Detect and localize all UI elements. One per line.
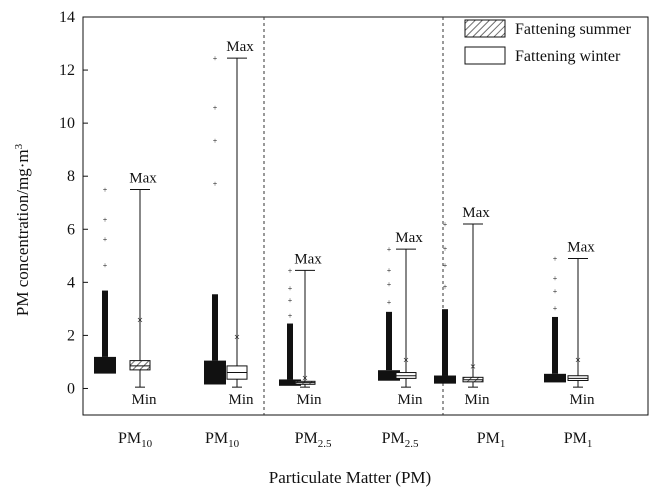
data-cloud [204,360,226,385]
y-tick-label: 0 [67,380,75,397]
outlier-mark: + [443,220,448,229]
box-group: + + + + × Max Min PM2.5 [279,251,332,450]
y-tick-label: 4 [67,274,75,291]
max-label: Max [462,205,490,221]
outlier-mark: + [288,266,293,275]
data-cloud [434,375,456,384]
data-cloud [279,379,301,386]
data-cloud-tail [386,311,392,371]
min-label: Min [397,392,423,408]
max-label: Max [226,39,254,55]
max-label: Max [395,230,423,246]
plot-frame [82,16,649,416]
mean-marker: × [302,372,308,384]
outlier-mark: + [387,245,392,254]
outlier-mark: + [103,235,108,244]
y-tick-label: 2 [67,327,75,344]
mean-marker: × [403,354,409,366]
box-group: + + + + × Max Min PM1 [434,205,505,450]
legend-label: Fattening winter [515,48,621,65]
x-tick-label: PM1 [477,430,506,450]
data-cloud [378,370,400,381]
outlier-mark: + [387,266,392,275]
min-label: Min [464,392,490,408]
outlier-mark: + [288,284,293,293]
min-label: Min [228,392,254,408]
data-cloud-tail [287,323,293,380]
y-tick-label: 8 [67,168,75,185]
outlier-mark: + [443,245,448,254]
min-label: Min [569,392,595,408]
outlier-mark: + [213,137,218,146]
box [129,360,151,371]
x-axis-label: Particulate Matter (PM) [269,468,431,487]
max-label: Max [567,239,595,255]
data-cloud-tail [442,309,448,376]
outlier-mark: + [553,304,558,313]
outlier-mark: + [103,215,108,224]
data-cloud-tail [552,316,558,374]
x-tick-label: PM1 [564,430,593,450]
max-label: Max [129,170,157,186]
legend-swatch [464,19,506,38]
y-tick-label: 6 [67,221,75,238]
y-axis-label: PM concentration/mg·m3 [13,143,32,316]
legend-label: Fattening summer [515,21,632,38]
data-cloud-tail [102,290,108,357]
chart-marks: + + + + × Max Min PM10 + + + + × Max Min PM10 + + + + × Max Mi… [94,39,595,450]
outlier-mark: + [553,287,558,296]
box-group: + + + + × Max Min PM2.5 [378,230,423,450]
data-cloud [94,356,116,374]
legend-swatch [464,46,506,65]
x-tick-label: PM2.5 [382,430,419,450]
x-tick-label: PM10 [118,430,153,450]
outlier-mark: + [387,280,392,289]
data-cloud-tail [212,294,218,361]
outlier-mark: + [103,185,108,194]
y-tick-label: 12 [59,62,75,79]
outlier-mark: + [443,261,448,270]
axes: 0 2 4 6 8 10 12 14 [59,9,649,416]
box-group: + + + + × Max Min PM10 [204,39,254,450]
data-cloud [544,373,566,383]
max-label: Max [294,251,322,267]
outlier-mark: + [288,296,293,305]
box-group: + + + + × Max Min PM1 [544,239,595,450]
outlier-mark: + [288,311,293,320]
box-group: + + + + × Max Min PM10 [94,170,157,450]
outlier-mark: + [103,261,108,270]
mean-marker: × [470,361,476,373]
min-label: Min [296,392,322,408]
legend: Fattening summer Fattening winter [464,19,632,65]
outlier-mark: + [443,282,448,291]
outlier-mark: + [213,104,218,113]
outlier-mark: + [213,180,218,189]
y-tick-label: 14 [59,9,75,26]
outlier-mark: + [553,254,558,263]
outlier-mark: + [387,298,392,307]
y-axis-label-superscript: 3 [13,143,25,149]
outlier-mark: + [553,274,558,283]
y-tick-label: 10 [59,115,75,132]
outlier-mark: + [213,54,218,63]
mean-marker: × [575,354,581,366]
x-tick-label: PM2.5 [295,430,332,450]
x-tick-label: PM10 [205,430,240,450]
mean-marker: × [137,314,143,326]
mean-marker: × [234,332,240,344]
min-label: Min [131,392,157,408]
